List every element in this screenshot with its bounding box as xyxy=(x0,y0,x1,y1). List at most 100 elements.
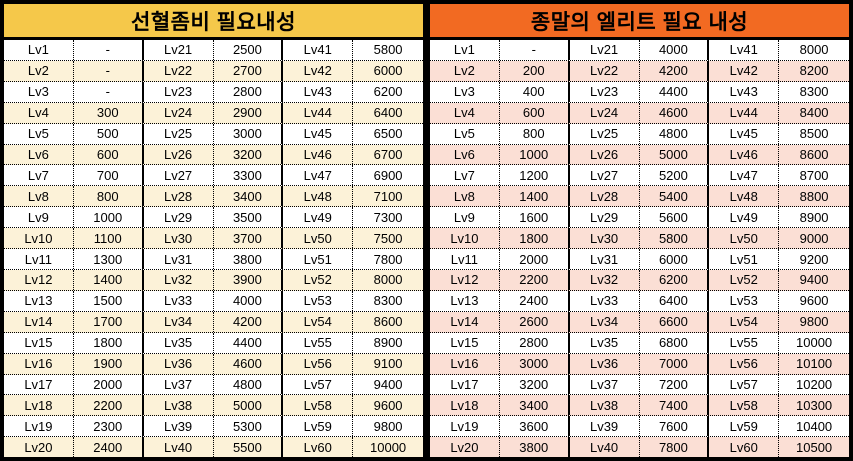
value-cell: 2900 xyxy=(214,102,284,123)
level-cell: Lv5 xyxy=(430,123,500,144)
table-row: Lv6 600 Lv26 3200 Lv46 6700 xyxy=(4,144,423,166)
value-cell: 9400 xyxy=(373,376,403,392)
level-cell: Lv41 xyxy=(283,40,354,60)
table-row: Lv17 3200 Lv37 7200 Lv57 10200 xyxy=(430,374,849,396)
level-cell: Lv8 xyxy=(4,186,74,207)
value-cell: 1500 xyxy=(74,290,144,311)
level-cell: Lv44 xyxy=(709,102,780,123)
value-cell: 7000 xyxy=(640,353,710,374)
value-cell: 300 xyxy=(74,102,144,123)
level-cell: Lv27 xyxy=(144,165,214,186)
value-cell: 2000 xyxy=(500,249,570,269)
value-cell: 7300 xyxy=(373,209,403,225)
value-cell: 5000 xyxy=(214,395,284,416)
level-cell: Lv56 xyxy=(709,353,780,374)
level-cell: Lv59 xyxy=(709,416,780,437)
level-cell: Lv36 xyxy=(570,353,640,374)
value-cell: 6200 xyxy=(640,269,710,290)
value-cell: 8600 xyxy=(373,314,403,330)
level-cell: Lv59 xyxy=(283,416,354,437)
table-row: Lv7 700 Lv27 3300 Lv47 6900 xyxy=(4,165,423,187)
level-cell: Lv24 xyxy=(144,102,214,123)
value-cell: 9200 xyxy=(799,251,829,267)
level-cell: Lv33 xyxy=(144,290,214,311)
level-cell: Lv28 xyxy=(570,186,640,207)
value-cell: 9800 xyxy=(373,418,403,434)
value-cell: 5400 xyxy=(640,186,710,207)
level-cell: Lv55 xyxy=(283,332,354,353)
value-cell: 10100 xyxy=(796,356,833,372)
level-cell: Lv2 xyxy=(4,60,74,81)
value-cell: 4800 xyxy=(214,374,284,395)
level-cell: Lv11 xyxy=(4,249,74,269)
value-cell: 9800 xyxy=(799,314,829,330)
value-cell: 6800 xyxy=(640,332,710,353)
level-cell: Lv33 xyxy=(570,290,640,311)
value-cell: 2800 xyxy=(214,81,284,102)
table-row: Lv1- Lv21 4000 Lv41 8000 xyxy=(430,40,849,61)
level-cell: Lv47 xyxy=(709,165,780,186)
value-cell: 6400 xyxy=(640,290,710,311)
level-cell: Lv58 xyxy=(283,395,354,416)
value-cell: 10000 xyxy=(796,335,833,351)
value-cell: 1100 xyxy=(74,228,144,249)
level-cell: Lv52 xyxy=(283,269,354,290)
value-cell: 7100 xyxy=(373,188,403,204)
table-row: Lv20 2400 Lv40 5500 Lv60 10000 xyxy=(4,437,423,458)
value-cell: 800 xyxy=(74,186,144,207)
value-cell: 5800 xyxy=(373,42,403,58)
value-cell: 8000 xyxy=(799,42,829,58)
value-cell: 6900 xyxy=(373,167,403,183)
level-cell: Lv60 xyxy=(709,437,780,458)
level-cell: Lv16 xyxy=(4,353,74,374)
value-cell: 1000 xyxy=(74,207,144,228)
value-cell: 3200 xyxy=(500,374,570,395)
level-cell: Lv40 xyxy=(570,437,640,458)
value-cell: 3600 xyxy=(500,416,570,437)
value-cell: 4000 xyxy=(214,290,284,311)
table-row: Lv10 1100 Lv30 3700 Lv50 7500 xyxy=(4,228,423,250)
level-cell: Lv36 xyxy=(144,353,214,374)
value-cell: 1600 xyxy=(500,207,570,228)
level-cell: Lv31 xyxy=(570,249,640,269)
value-cell: 9400 xyxy=(799,272,829,288)
value-cell: 3800 xyxy=(214,249,284,269)
value-cell: 8900 xyxy=(373,335,403,351)
value-cell: 2600 xyxy=(500,311,570,332)
table-row: Lv1- Lv21 2500 Lv41 5800 xyxy=(4,40,423,61)
value-cell: 6600 xyxy=(640,311,710,332)
table-row: Lv2- Lv22 2700 Lv42 6000 xyxy=(4,60,423,82)
value-cell: 1200 xyxy=(500,165,570,186)
table-row: Lv14 2600 Lv34 6600 Lv54 9800 xyxy=(430,311,849,333)
level-cell: Lv40 xyxy=(144,437,214,458)
level-cell: Lv32 xyxy=(144,269,214,290)
value-cell: 8700 xyxy=(799,167,829,183)
level-cell: Lv29 xyxy=(144,207,214,228)
level-cell: Lv7 xyxy=(4,165,74,186)
level-cell: Lv41 xyxy=(709,40,780,60)
apocalypse-elite-table-title: 종말의 엘리트 필요 내성 xyxy=(430,4,849,40)
level-cell: Lv25 xyxy=(144,123,214,144)
table-row: Lv11 1300 Lv31 3800 Lv51 7800 xyxy=(4,249,423,270)
value-cell: 6000 xyxy=(373,63,403,79)
level-cell: Lv6 xyxy=(430,144,500,165)
value-cell: 500 xyxy=(74,123,144,144)
value-cell: 4600 xyxy=(214,353,284,374)
value-cell: 7500 xyxy=(373,230,403,246)
blood-zombie-table: 선혈좀비 필요내성 Lv1- Lv21 2500 Lv41 5800 Lv2- Lv22 27… xyxy=(4,4,423,458)
table-row: Lv11 2000 Lv31 6000 Lv51 9200 xyxy=(430,249,849,270)
level-cell: Lv29 xyxy=(570,207,640,228)
value-cell: 3000 xyxy=(500,353,570,374)
level-cell: Lv18 xyxy=(430,395,500,416)
value-cell: 3400 xyxy=(500,395,570,416)
level-cell: Lv38 xyxy=(570,395,640,416)
value-cell: 1800 xyxy=(74,332,144,353)
value-cell: 8900 xyxy=(799,209,829,225)
level-cell: Lv1 xyxy=(4,40,74,60)
level-cell: Lv6 xyxy=(4,144,74,165)
value-cell: - xyxy=(500,40,570,60)
value-cell: 2800 xyxy=(500,332,570,353)
value-cell: 8500 xyxy=(799,126,829,142)
value-cell: 4000 xyxy=(640,40,710,60)
value-cell: 3300 xyxy=(214,165,284,186)
